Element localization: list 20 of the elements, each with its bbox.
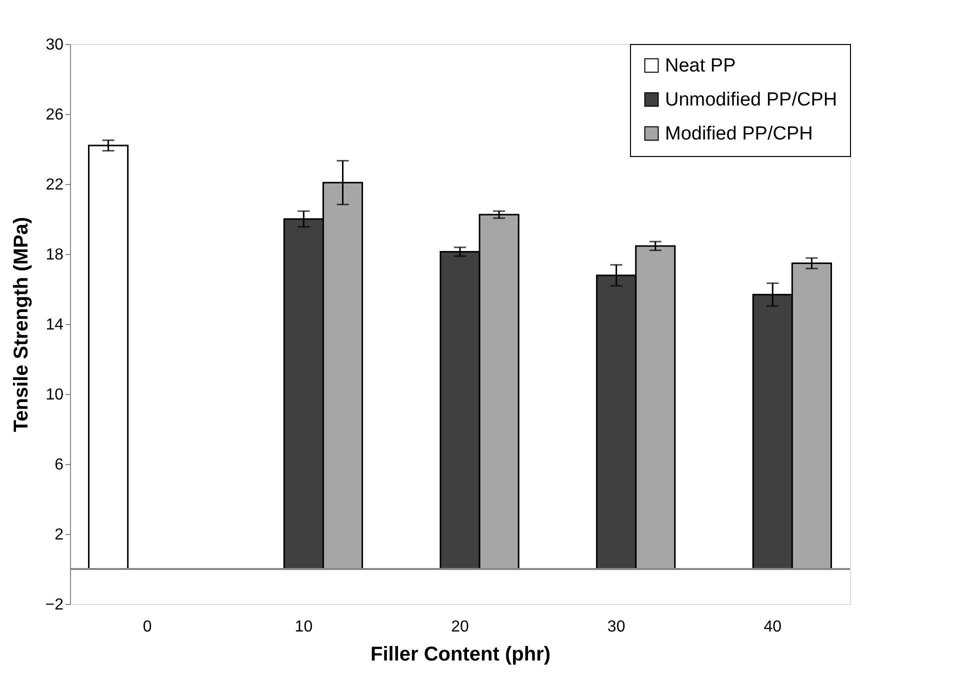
y-tick-label: 6 (54, 456, 64, 474)
y-tick-label: 14 (46, 316, 64, 334)
x-tick-label: 20 (451, 618, 469, 636)
y-tick-label: 26 (46, 106, 64, 124)
y-axis-title: Tensile Strength (MPa) (10, 216, 32, 432)
y-tick-label: 22 (46, 176, 64, 194)
y-tick-label: 30 (46, 36, 64, 54)
y-tick-label: 10 (46, 386, 64, 404)
x-tick-label: 0 (142, 618, 152, 636)
y-tick-label: 2 (54, 526, 64, 544)
x-axis-title: Filler Content (phr) (370, 644, 550, 666)
legend-label: Neat PP (665, 56, 736, 76)
x-tick-label: 30 (607, 618, 626, 636)
y-tick-label: 18 (46, 246, 64, 264)
bar (88, 144, 129, 570)
y-tick-label: −2 (45, 596, 64, 614)
x-tick-label: 10 (294, 618, 313, 636)
legend-label: Unmodified PP/CPH (665, 90, 838, 110)
x-tick-label: 40 (764, 618, 782, 636)
legend-label: Modified PP/CPH (665, 124, 813, 144)
